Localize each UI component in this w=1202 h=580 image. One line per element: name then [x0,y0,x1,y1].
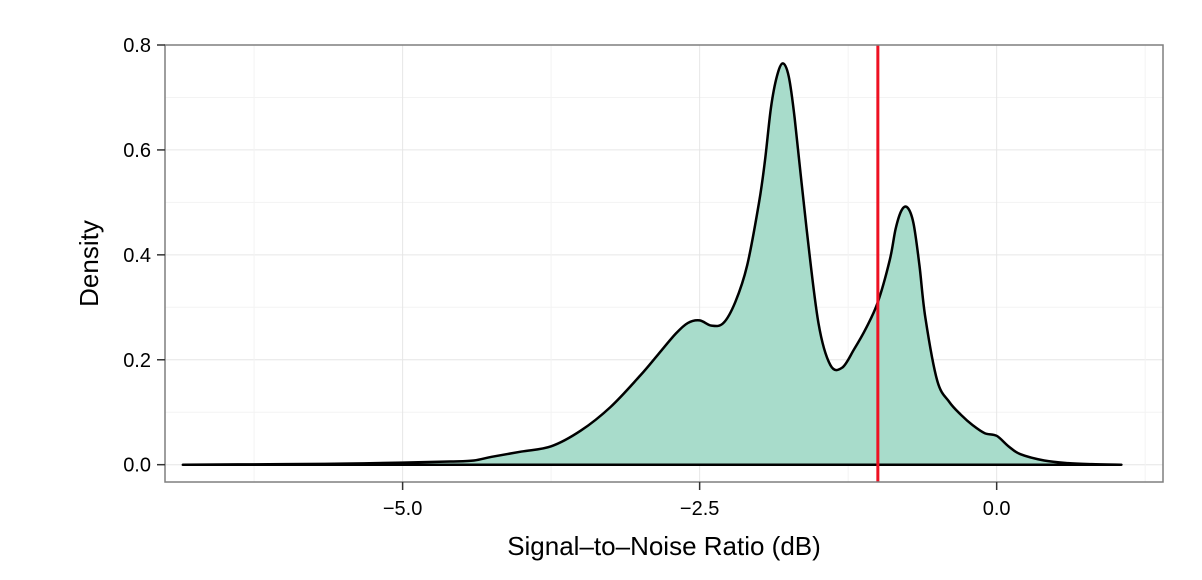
axes: 0.0 0.2 0.4 0.6 0.8 −5.0 −2.5 0.0 [123,35,1010,520]
y-tick-label: 0.4 [123,245,151,267]
y-tick-label: 0.6 [123,140,151,162]
y-tick-label: 0.8 [123,35,151,57]
density-area [182,63,1122,465]
y-tick-label: 0.2 [123,350,151,372]
density-curve [181,62,1123,466]
x-axis-title: Signal–to–Noise Ratio (dB) [507,531,821,561]
x-tick-label: 0.0 [983,498,1011,520]
plot-panel-border [164,44,1164,483]
x-tick-label: −5.0 [383,498,422,520]
y-axis-title: Density [74,220,104,307]
y-tick-label: 0.0 [123,455,151,477]
grid [165,44,1163,482]
x-tick-label: −2.5 [680,498,719,520]
